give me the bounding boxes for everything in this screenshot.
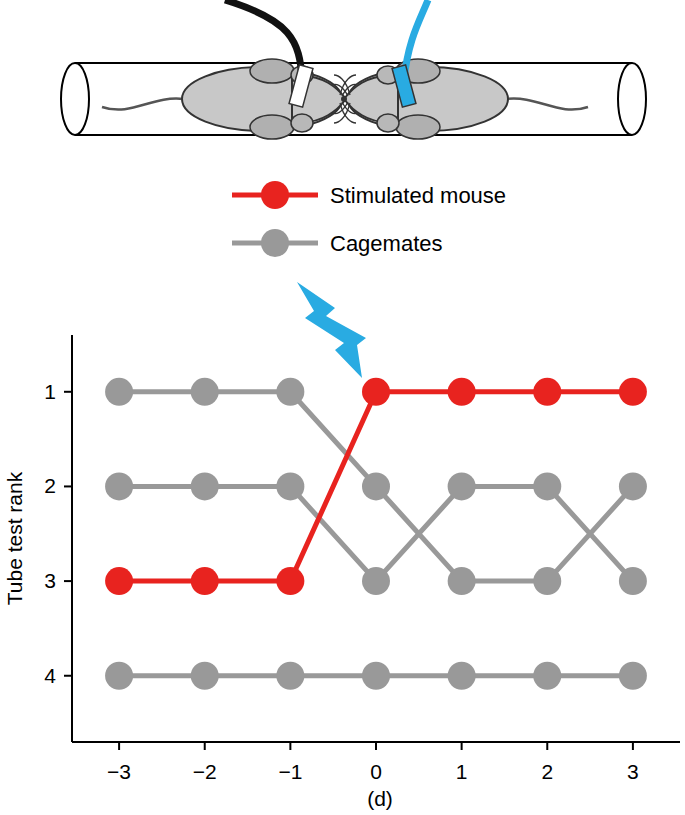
series-marker bbox=[191, 378, 219, 406]
mouse-leg bbox=[250, 115, 294, 139]
series-marker bbox=[276, 662, 304, 690]
x-tick-label: 1 bbox=[456, 760, 468, 783]
mouse-tail bbox=[102, 99, 184, 110]
x-tick bbox=[289, 742, 291, 750]
x-tick-label: −1 bbox=[278, 760, 302, 783]
fiber-cable bbox=[404, 0, 428, 80]
x-tick-label: 0 bbox=[370, 760, 382, 783]
mouse-leg bbox=[250, 59, 294, 83]
series-marker bbox=[105, 472, 133, 500]
y-tick-label: 4 bbox=[44, 664, 56, 687]
x-axis-label: (d) bbox=[367, 787, 393, 810]
mouse bbox=[102, 59, 358, 139]
mouse-nose bbox=[341, 96, 347, 102]
x-tick-label: −3 bbox=[107, 760, 131, 783]
stimulation-bolt bbox=[297, 282, 366, 378]
x-tick-label: 3 bbox=[627, 760, 639, 783]
fiber-implant bbox=[289, 65, 313, 107]
series-marker bbox=[448, 472, 476, 500]
x-tick bbox=[461, 742, 463, 750]
tube-illustration bbox=[61, 0, 646, 139]
series-marker bbox=[619, 567, 647, 595]
x-tick bbox=[375, 742, 377, 750]
series-marker bbox=[191, 567, 219, 595]
legend-entry: Stimulated mouse bbox=[232, 181, 506, 209]
series-marker bbox=[533, 472, 561, 500]
legend-marker bbox=[261, 229, 289, 257]
fiber-implant bbox=[392, 65, 416, 107]
series-marker bbox=[191, 472, 219, 500]
legend-marker bbox=[261, 181, 289, 209]
fiber-cable bbox=[225, 0, 302, 80]
series-marker bbox=[105, 567, 133, 595]
legend-entry: Cagemates bbox=[232, 229, 443, 257]
x-tick bbox=[546, 742, 548, 750]
x-tick-label: −2 bbox=[193, 760, 217, 783]
series-marker bbox=[533, 662, 561, 690]
mouse-tail bbox=[506, 99, 588, 110]
mouse bbox=[332, 59, 588, 139]
legend-label: Cagemates bbox=[330, 231, 443, 256]
series-marker bbox=[448, 378, 476, 406]
y-tick-label: 2 bbox=[44, 474, 56, 497]
series-line bbox=[119, 392, 633, 581]
chart-svg: 1 2 3 4 −3 −2 −1 0 1 2 3 (d) Tube test rank Stimulate… bbox=[0, 0, 685, 815]
series-marker bbox=[276, 378, 304, 406]
y-axis-label: Tube test rank bbox=[3, 471, 26, 605]
tube-end bbox=[61, 63, 89, 135]
data-group bbox=[105, 378, 647, 690]
mouse-whiskers bbox=[332, 75, 350, 123]
y-axis bbox=[71, 335, 73, 742]
tube-body bbox=[75, 63, 632, 135]
series-marker bbox=[533, 378, 561, 406]
series-marker bbox=[619, 662, 647, 690]
mouse-ear bbox=[291, 114, 313, 132]
mouse-ear bbox=[377, 114, 399, 132]
series-marker bbox=[362, 472, 390, 500]
series-marker bbox=[533, 567, 561, 595]
series-line bbox=[119, 486, 633, 581]
x-tick bbox=[118, 742, 120, 750]
series-marker bbox=[619, 472, 647, 500]
y-tick-label: 3 bbox=[44, 569, 56, 592]
x-tick bbox=[204, 742, 206, 750]
mouse-leg bbox=[396, 115, 440, 139]
y-tick-label: 1 bbox=[44, 380, 56, 403]
chart-root: 1 2 3 4 −3 −2 −1 0 1 2 3 (d) Tube test rank Stimulate… bbox=[0, 0, 685, 815]
series-marker bbox=[105, 378, 133, 406]
series-marker bbox=[191, 662, 219, 690]
tube-end bbox=[618, 63, 646, 135]
y-tick bbox=[64, 580, 72, 582]
series-marker bbox=[276, 567, 304, 595]
series-marker bbox=[362, 662, 390, 690]
series-line bbox=[119, 392, 633, 581]
x-tick-label: 2 bbox=[541, 760, 553, 783]
series-marker bbox=[448, 567, 476, 595]
y-tick bbox=[64, 391, 72, 393]
series-marker bbox=[448, 662, 476, 690]
series-marker bbox=[362, 378, 390, 406]
y-tick bbox=[64, 485, 72, 487]
series-marker bbox=[276, 472, 304, 500]
series-marker bbox=[105, 662, 133, 690]
y-tick bbox=[64, 675, 72, 677]
legend-label: Stimulated mouse bbox=[330, 183, 506, 208]
series-marker bbox=[619, 378, 647, 406]
x-tick bbox=[632, 742, 634, 750]
series-marker bbox=[362, 567, 390, 595]
